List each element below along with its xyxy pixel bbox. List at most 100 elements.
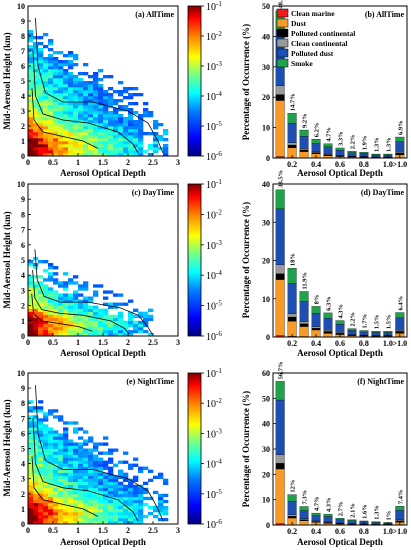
bar-x-tick-label: 0.2 [287,160,297,169]
heatmap-cell [158,147,164,151]
heatmap-cell [118,475,124,479]
heatmap-cell [38,430,44,434]
heatmap-cell [83,320,89,325]
heatmap-cell [48,81,54,85]
heatmap-cell [58,284,64,288]
heatmap-cell [78,147,84,151]
heatmap-cell [48,469,54,473]
heatmap-cell [33,436,39,440]
heatmap-cell [43,415,49,419]
heatmap-cell [28,33,34,37]
heatmap-cell [38,84,44,88]
heatmap-cell [48,111,54,115]
heatmap-cell [138,502,144,507]
heatmap-cell [133,496,139,501]
heatmap-cell [38,293,44,297]
bar-segment [299,519,309,521]
heatmap-cell [28,63,34,67]
heatmap-cell [48,299,54,303]
heatmap-cell [38,311,44,316]
heatmap-cell [148,308,154,312]
heatmap-cell [43,311,49,316]
heatmap-y-tick-label: 8 [21,32,25,41]
heatmap-cell [108,126,114,130]
heatmap-cell [118,472,124,476]
heatmap-cell [33,302,39,306]
heatmap-cell [93,153,99,157]
heatmap-cell [48,475,54,479]
heatmap-cell [58,111,64,115]
heatmap-cell [68,511,74,516]
heatmap-cell [93,114,99,118]
heatmap-cell [38,439,44,443]
heatmap-cell [58,138,64,142]
heatmap-cell [143,102,149,106]
heatmap-cell [43,326,49,331]
heatmap-cell [98,472,104,476]
heatmap-cell [63,457,69,461]
heatmap-cell [28,478,34,483]
bar-segment [287,283,297,314]
heatmap-cell [38,475,44,479]
heatmap-cell [133,457,139,461]
heatmap-cell [98,78,104,82]
heatmap-cell [118,147,124,151]
bar-segment [311,326,321,329]
heatmap-cell [28,496,34,501]
heatmap-cell [48,120,54,124]
bar-x-ticks: 0.2 0.4 0.6 0.8 1.0 >1.0 [287,522,407,536]
heatmap-cell [53,439,59,443]
heatmap-cell [73,442,79,446]
heatmap-cell [88,511,94,516]
bar-segment [275,29,285,86]
heatmap-cell [113,150,119,154]
heatmap-cell [88,102,94,106]
heatmap-cell [43,436,49,440]
heatmap-cell [93,478,99,483]
heatmap-cell [88,320,94,325]
bar-segment [383,331,393,333]
bar-segment [275,463,285,470]
heatmap-cell [138,153,144,157]
heatmap-cell [93,475,99,479]
colorbar-exponent: -3 [216,239,222,247]
heatmap-cell [53,475,59,479]
heatmap-cell [68,475,74,479]
heatmap-cell [83,332,89,337]
heatmap-cell [48,87,54,91]
heatmap-cell [63,308,69,312]
heatmap-cell [88,84,94,88]
heatmap-cell [48,147,54,151]
heatmap-cell [88,120,94,124]
heatmap-cell [63,281,69,285]
heatmap-cell [58,481,64,486]
heatmap-cell [73,84,79,88]
heatmap-cell [103,460,109,464]
heatmap-cell [88,90,94,94]
heatmap-cell [93,511,99,516]
heatmap-cell [138,114,144,118]
heatmap-cell [28,263,34,267]
heatmap-cell [33,281,39,285]
heatmap-cell [113,323,119,328]
colorbar-label: 10-1 [206,367,222,380]
heatmap-cell [103,463,109,467]
heatmap-cell [163,508,169,513]
heatmap-cell [98,84,104,88]
heatmap-cell [43,132,49,136]
heatmap-cell [38,129,44,133]
heatmap-cell [113,490,119,495]
heatmap-cell [68,123,74,127]
heatmap-cell [103,96,109,100]
heatmap-cell [98,457,104,461]
heatmap-cell [33,81,39,85]
heatmap-cell [28,433,34,437]
heatmap-cell [123,484,129,489]
colorbar-exponent: -2 [216,30,222,38]
heatmap-cell [33,502,39,507]
heatmap-cell [103,111,109,115]
colorbar-label: 10-5 [206,488,222,501]
heatmap-cell [48,308,54,312]
bar-x-tick-label: 0.8 [359,160,369,169]
heatmap-cell [68,463,74,467]
